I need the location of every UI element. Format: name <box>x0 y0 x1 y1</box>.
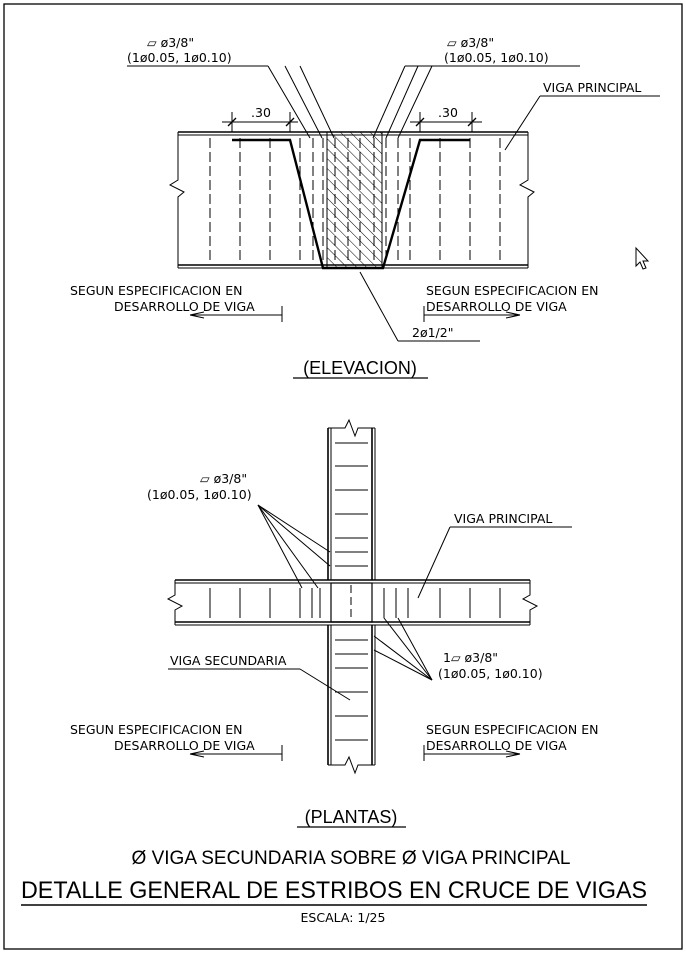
plan-caption: (PLANTAS) <box>305 807 398 827</box>
drawing-subtitle: Ø VIGA SECUNDARIA SOBRE Ø VIGA PRINCIPAL <box>132 848 571 869</box>
plan-spec-left-arrow <box>189 745 283 761</box>
secondary-beam-section-hatch <box>326 131 383 269</box>
leader-stirrup-left <box>127 65 335 139</box>
plan-stirrup-left-spacing: (1ø0.05, 1ø0.10) <box>147 487 252 502</box>
secondary-beam-label-plan: VIGA SECUNDARIA <box>170 653 287 668</box>
rebar-label: 2ø1/2" <box>412 325 453 340</box>
plan-view: ▱ ø3/8" (1ø0.05, 1ø0.10) VIGA PRINCIPAL … <box>70 418 598 828</box>
sheet-border <box>3 3 683 950</box>
plan-spec-left-line1: SEGUN ESPECIFICACION EN <box>70 722 242 737</box>
spec-left-line1: SEGUN ESPECIFICACION EN <box>70 283 242 298</box>
spec-right-line1: SEGUN ESPECIFICACION EN <box>426 283 598 298</box>
main-beam-label-elevation: VIGA PRINCIPAL <box>543 80 641 95</box>
leader-secondary-beam-plan <box>168 668 351 701</box>
plan-spec-right-arrow <box>423 745 521 761</box>
main-beam-label-plan: VIGA PRINCIPAL <box>454 511 552 526</box>
spec-right-line2: DESARROLLO DE VIGA <box>426 299 567 314</box>
plan-stirrup-right-spacing: (1ø0.05, 1ø0.10) <box>438 666 543 681</box>
beam-intersection <box>330 582 373 623</box>
stirrup-callout-right-bar: ▱ ø3/8" <box>447 35 494 50</box>
spec-left-arrow <box>189 306 283 322</box>
plan-stirrup-right-bar: 1▱ ø3/8" <box>443 650 498 665</box>
dimension-left-text: .30 <box>251 105 271 120</box>
drawing-scale: ESCALA: 1/25 <box>301 910 386 925</box>
leader-main-beam-plan <box>417 526 572 599</box>
dimension-left <box>222 112 298 132</box>
title-block: Ø VIGA SECUNDARIA SOBRE Ø VIGA PRINCIPAL… <box>21 848 647 925</box>
elevation-view: .30 .30 ▱ ø3/8" (1ø0.05, 1ø0.10) ▱ ø3/8"… <box>70 35 660 379</box>
stirrup-callout-left-spacing: (1ø0.05, 1ø0.10) <box>127 50 232 65</box>
dimension-right <box>410 112 482 132</box>
drawing-title: DETALLE GENERAL DE ESTRIBOS EN CRUCE DE … <box>21 877 647 904</box>
secondary-beam-plan <box>327 418 376 775</box>
plan-spec-right-line1: SEGUN ESPECIFICACION EN <box>426 722 598 737</box>
dimension-right-text: .30 <box>438 105 458 120</box>
leader-rebar <box>359 271 480 342</box>
bent-rebar-elevation <box>232 138 470 270</box>
stirrups-main-plan <box>209 588 501 618</box>
elevation-caption: (ELEVACION) <box>303 358 417 378</box>
main-beam-plan <box>166 579 539 626</box>
spec-left-line2: DESARROLLO DE VIGA <box>114 299 255 314</box>
leader-plan-stirrup-right <box>373 617 433 681</box>
leader-main-beam-elevation <box>504 95 660 151</box>
leader-stirrup-right <box>372 65 580 139</box>
mouse-cursor-icon <box>635 246 650 270</box>
plan-spec-right-line2: DESARROLLO DE VIGA <box>426 738 567 753</box>
plan-stirrup-left-bar: ▱ ø3/8" <box>200 471 247 486</box>
stirrup-callout-left-bar: ▱ ø3/8" <box>147 35 194 50</box>
spec-right-arrow <box>423 306 521 322</box>
leader-plan-stirrup-left <box>257 504 331 589</box>
stirrups-secondary-plan <box>335 442 368 741</box>
stirrup-callout-right-spacing: (1ø0.05, 1ø0.10) <box>444 50 549 65</box>
plan-spec-left-line2: DESARROLLO DE VIGA <box>114 738 255 753</box>
